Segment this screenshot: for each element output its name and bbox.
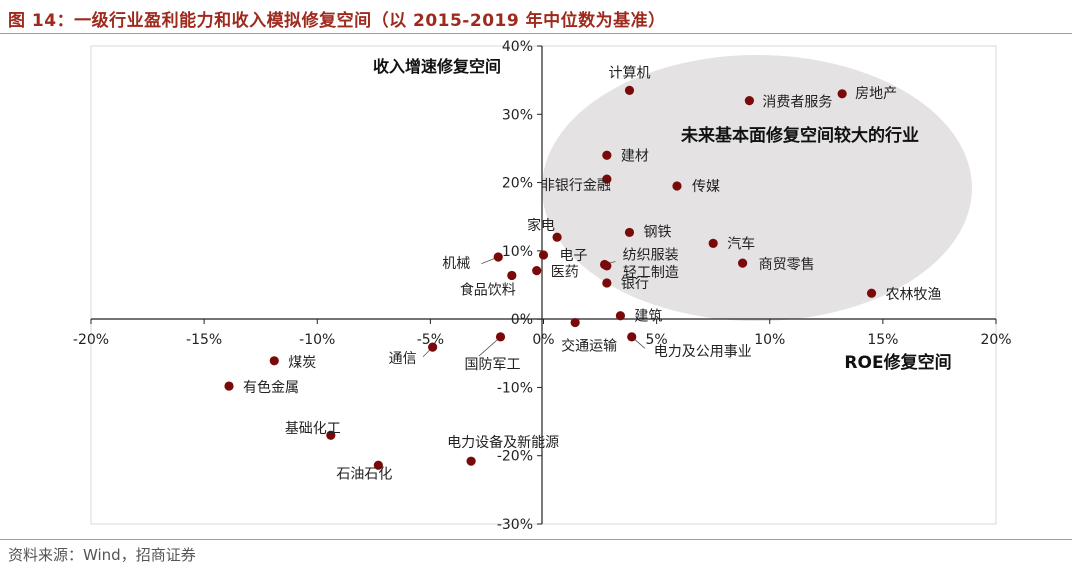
x-tick-label: -20% — [73, 332, 109, 348]
footer-divider — [0, 539, 1072, 540]
point-label: 轻工制造 — [623, 265, 679, 281]
point-label: 传媒 — [692, 179, 720, 195]
axes: -20% -15% -10% -5% 0% 5% 10% 15% 20% -30% -20% -10%… — [73, 39, 1012, 530]
x-tick-label: 10% — [754, 332, 785, 348]
data-point — [507, 270, 517, 281]
point-label: 钢铁 — [643, 224, 671, 240]
point-label: 有色金属 — [243, 379, 299, 396]
y-tick-label: 20% — [502, 176, 533, 192]
data-point — [866, 288, 877, 298]
data-point — [269, 356, 279, 366]
data-point — [532, 266, 542, 276]
point-label: 石油石化 — [336, 466, 392, 482]
point-label: 农林牧渔 — [886, 287, 942, 303]
x-tick-label: 5% — [646, 332, 668, 348]
data-point — [466, 456, 476, 466]
data-point — [373, 460, 383, 470]
leader-line — [478, 336, 501, 357]
data-point — [837, 89, 847, 99]
data-point — [570, 317, 580, 328]
point-label: 汽车 — [727, 235, 755, 252]
x-tick-label: 0% — [532, 332, 554, 348]
point-label: 电力及公用事业 — [654, 344, 752, 360]
data-point — [602, 150, 612, 160]
x-tick-label: -5% — [417, 332, 444, 348]
point-label: 基础化工 — [285, 420, 341, 437]
point-label: 纺织服装 — [623, 248, 679, 264]
point-label: 煤炭 — [288, 355, 316, 371]
y-tick-label: 10% — [502, 244, 533, 260]
data-point — [708, 238, 718, 248]
point-label: 商贸零售 — [759, 257, 815, 273]
scatter-chart: -20% -15% -10% -5% 0% 5% 10% 15% 20% -30% -20% -10%… — [73, 39, 1012, 530]
data-point — [744, 96, 754, 106]
highlight-region-label: 未来基本面修复空间较大的行业 — [680, 125, 919, 146]
point-label: 交通运输 — [561, 338, 617, 355]
point-label: 银行 — [621, 276, 649, 292]
data-point — [627, 332, 637, 342]
x-axis-title: ROE修复空间 — [844, 352, 951, 373]
point-label: 建材 — [621, 148, 649, 164]
point-label: 电子 — [560, 248, 588, 264]
highlight-ellipse — [542, 55, 972, 321]
point-label: 消费者服务 — [762, 95, 832, 111]
data-point — [326, 430, 336, 440]
data-point — [495, 332, 506, 342]
figure-title: 图 14：一级行业盈利能力和收入模拟修复空间（以 2015-2019 年中位数为… — [8, 11, 666, 31]
y-tick-label: -20% — [497, 449, 533, 465]
data-point — [615, 311, 626, 321]
source-note: 资料来源：Wind，招商证券 — [8, 546, 196, 564]
point-label: 电力设备及新能源 — [447, 434, 559, 451]
data-point — [602, 278, 612, 288]
point-label: 家电 — [527, 217, 555, 234]
x-tick-label: 15% — [867, 332, 898, 348]
point-label: 机械 — [442, 256, 470, 272]
data-point — [493, 252, 503, 262]
y-tick-label: 40% — [502, 39, 533, 55]
point-label: 国防军工 — [465, 357, 521, 373]
x-tick-label: -15% — [186, 332, 222, 348]
data-point — [602, 261, 612, 271]
data-point — [624, 85, 635, 95]
point-label: 食品饮料 — [460, 281, 516, 298]
data-point — [552, 232, 562, 242]
y-axis-title: 收入增速修复空间 — [373, 57, 501, 76]
x-tick-label: 20% — [980, 332, 1011, 348]
y-tick-label: 30% — [502, 107, 533, 123]
point-label: 通信 — [389, 351, 417, 367]
plot-frame — [90, 45, 997, 525]
data-point — [624, 227, 635, 238]
data-point — [224, 381, 234, 391]
x-tick-label: -10% — [299, 332, 335, 348]
data-point — [672, 181, 682, 191]
point-label: 房地产 — [855, 86, 897, 102]
point-label: 医药 — [551, 265, 579, 281]
data-points — [224, 85, 877, 470]
y-tick-label: -10% — [497, 380, 533, 396]
highlight-region — [542, 55, 972, 321]
point-label: 建筑 — [634, 309, 662, 325]
title-divider — [0, 33, 1072, 34]
data-point — [538, 250, 549, 260]
point-label: 计算机 — [608, 65, 650, 81]
y-tick-label: 0% — [511, 312, 533, 328]
y-tick-label: -30% — [497, 517, 533, 530]
data-point — [602, 174, 612, 184]
point-label: 非银行金融 — [541, 178, 611, 194]
plot-border — [90, 45, 997, 525]
axis-titles: 收入增速修复空间 ROE修复空间 未来基本面修复空间较大的行业 — [373, 57, 952, 373]
data-point — [738, 258, 748, 268]
data-point — [428, 342, 438, 352]
